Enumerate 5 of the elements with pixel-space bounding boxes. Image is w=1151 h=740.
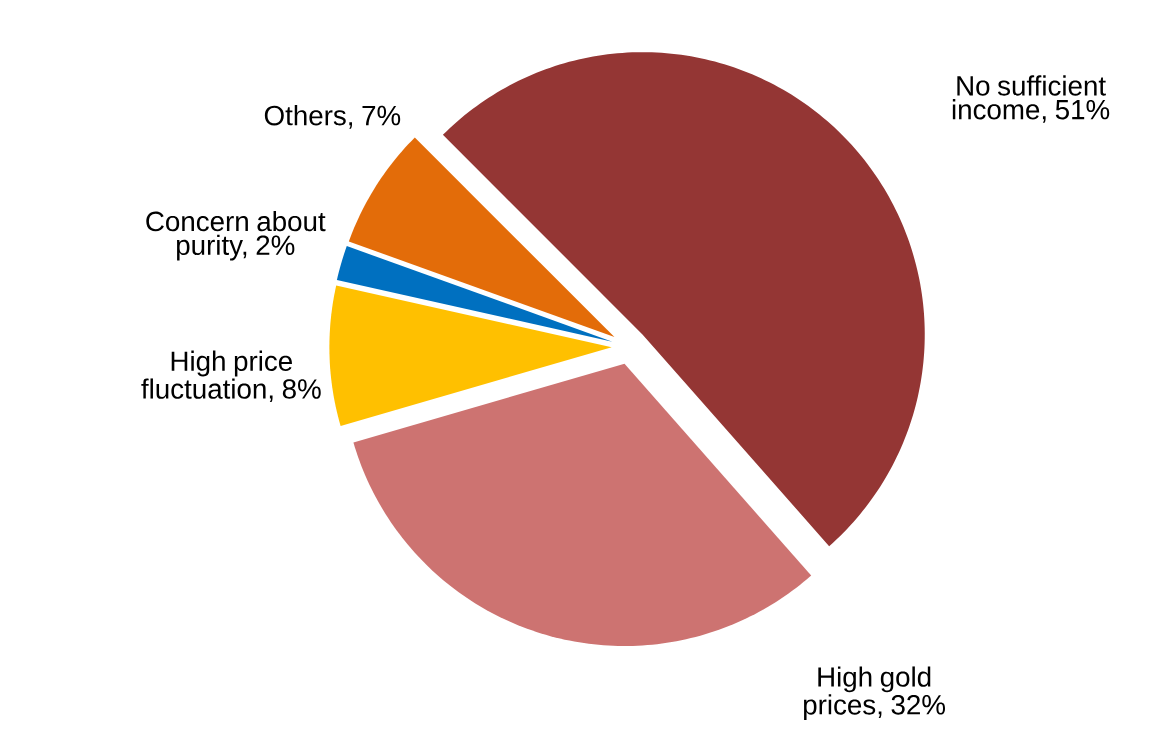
slice-label: No sufficient income, 51% <box>952 75 1110 123</box>
slice-label: Concern about purity, 2% <box>146 210 326 261</box>
slice-label: High gold prices, 32% <box>804 666 945 721</box>
slice-label: High price fluctuation, 8% <box>141 350 321 403</box>
slice-label: Others, 7% <box>264 105 401 129</box>
